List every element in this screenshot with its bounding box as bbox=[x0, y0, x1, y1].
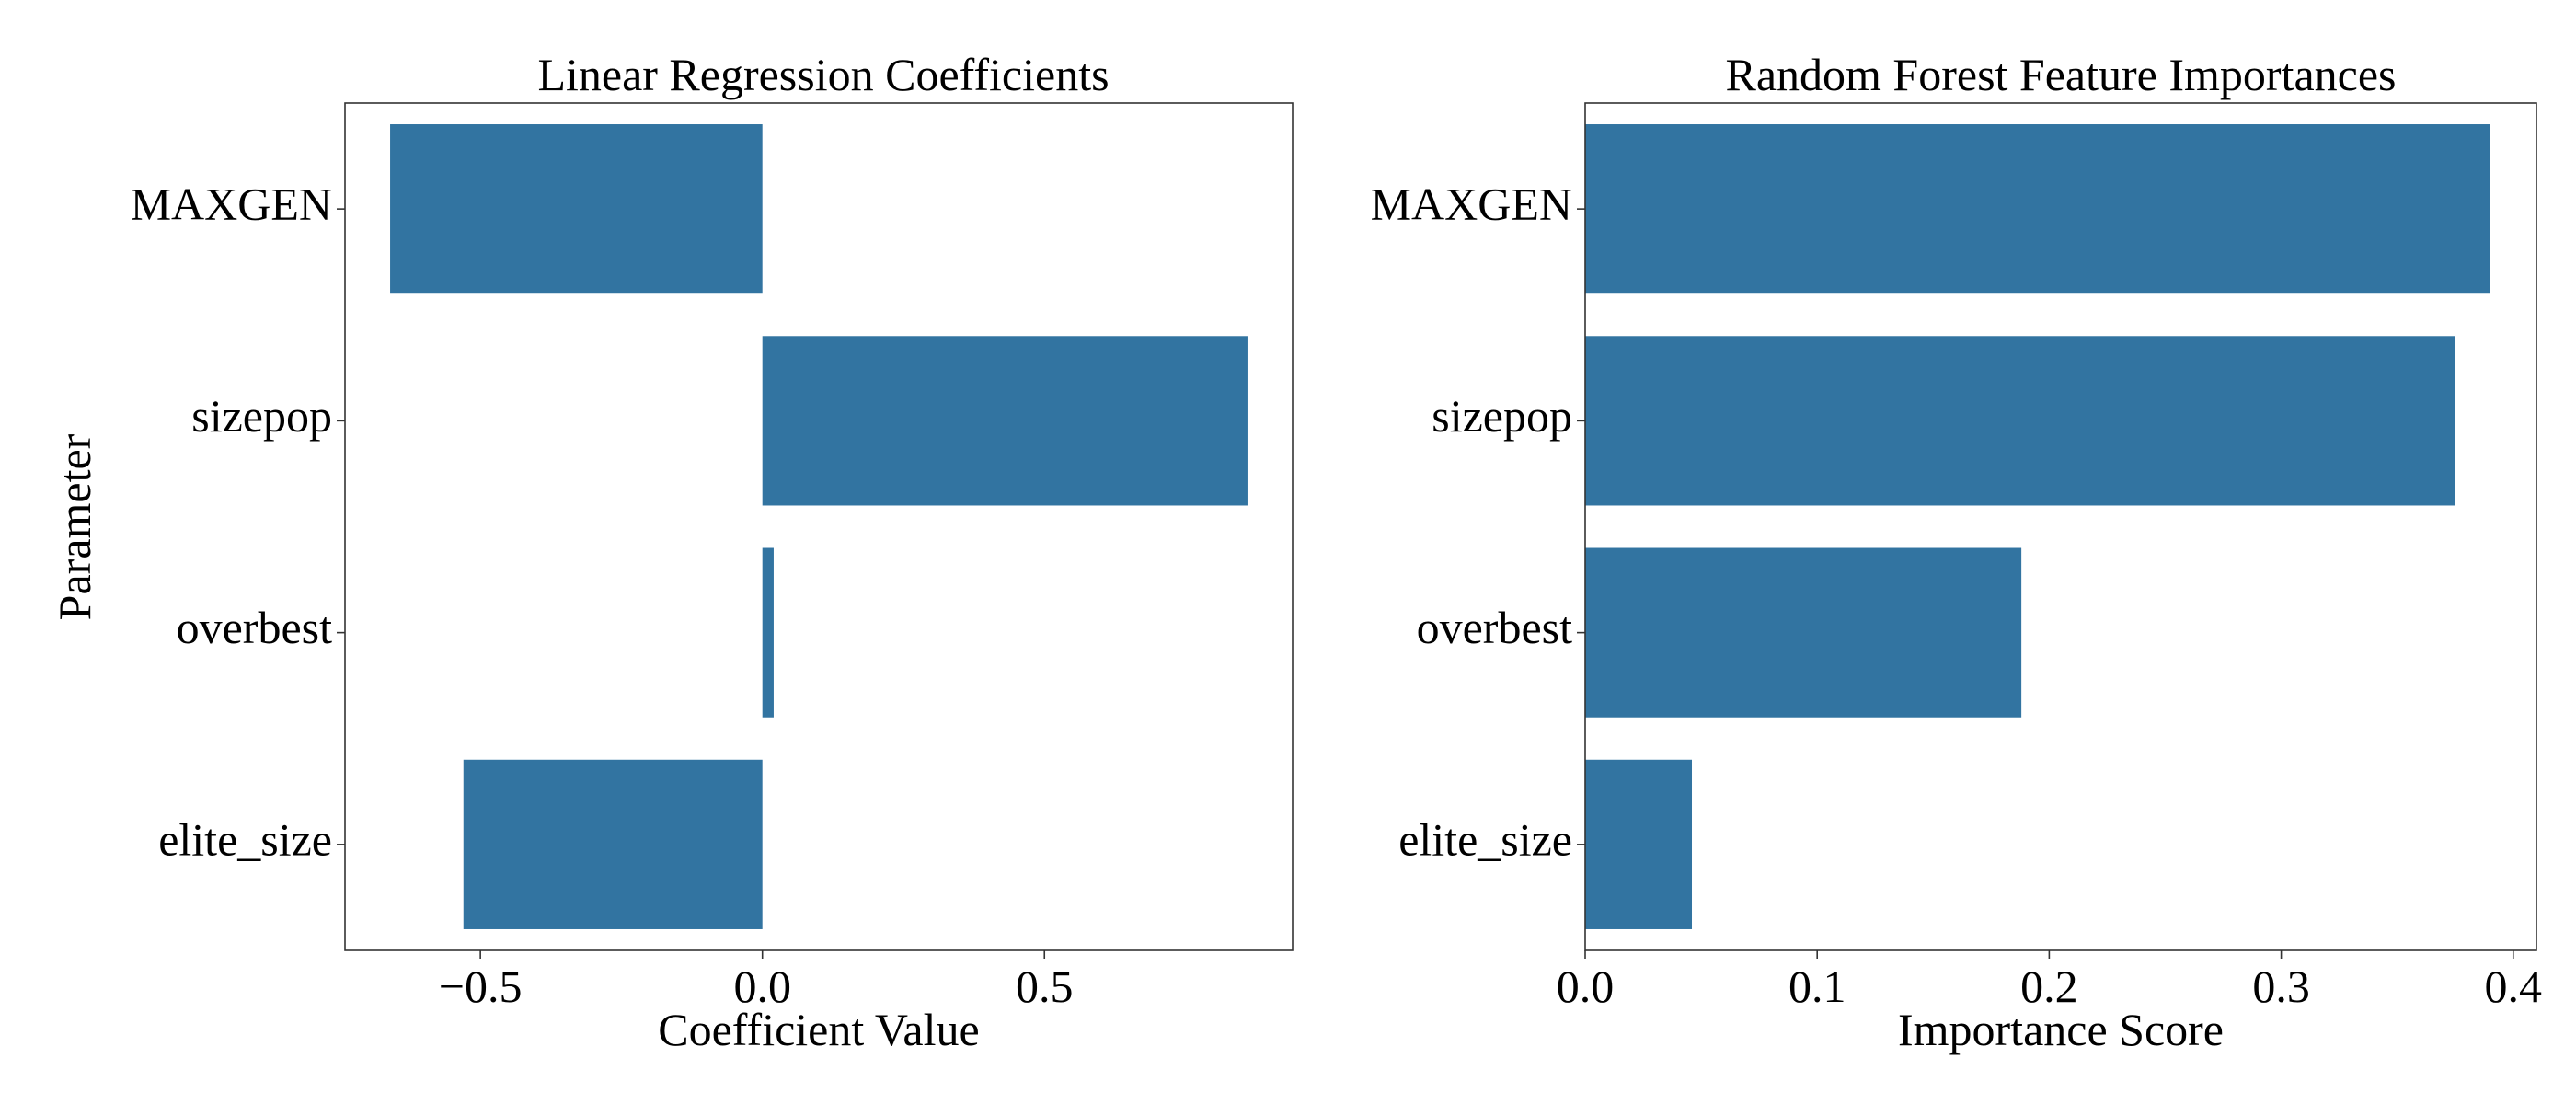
random-forest-chart: Random Forest Feature Importances Import… bbox=[1371, 49, 2542, 1055]
y-tick-label: overbest bbox=[1417, 602, 1572, 653]
bar-maxgen bbox=[1585, 124, 2490, 294]
plot-frame bbox=[1584, 102, 2537, 951]
x-tick-label: 0.3 bbox=[2252, 960, 2310, 1012]
y-tick-label: MAXGEN bbox=[1371, 178, 1572, 230]
y-ticks-group: MAXGEN sizepop overbest elite_size bbox=[131, 178, 345, 865]
x-axis-label: Coefficient Value bbox=[658, 1004, 979, 1055]
y-tick-label: elite_size bbox=[1398, 813, 1572, 865]
plot-frame bbox=[344, 102, 1294, 951]
x-tick-label: 0.0 bbox=[1557, 960, 1615, 1012]
chart-title: Linear Regression Coefficients bbox=[537, 49, 1109, 100]
x-axis-label: Importance Score bbox=[1898, 1004, 2224, 1055]
y-axis-label: Parameter bbox=[49, 433, 100, 620]
y-ticks-group: MAXGEN sizepop overbest elite_size bbox=[1371, 178, 1585, 865]
bars-group bbox=[390, 124, 1248, 929]
bar-elite-size bbox=[1585, 759, 1693, 929]
linear-regression-chart: Linear Regression Coefficients Parameter… bbox=[49, 49, 1294, 1055]
x-ticks-group: −0.5 0.0 0.5 bbox=[439, 950, 1074, 1012]
bar-elite-size bbox=[463, 759, 763, 929]
chart-title: Random Forest Feature Importances bbox=[1726, 49, 2397, 100]
bar-overbest bbox=[1585, 547, 2022, 718]
y-tick-label: MAXGEN bbox=[131, 178, 332, 230]
bars-group bbox=[1585, 124, 2490, 929]
x-tick-label: 0.1 bbox=[1788, 960, 1846, 1012]
y-tick-label: overbest bbox=[177, 602, 332, 653]
bar-sizepop bbox=[1585, 336, 2455, 506]
bar-overbest bbox=[762, 547, 774, 718]
y-tick-label: elite_size bbox=[158, 813, 332, 865]
y-tick-label: sizepop bbox=[1432, 390, 1572, 442]
bar-maxgen bbox=[390, 124, 763, 294]
x-ticks-group: 0.0 0.1 0.2 0.3 0.4 bbox=[1557, 950, 2542, 1012]
y-tick-label: sizepop bbox=[191, 390, 332, 442]
x-tick-label: −0.5 bbox=[439, 960, 523, 1012]
x-tick-label: 0.5 bbox=[1016, 960, 1074, 1012]
x-tick-label: 0.2 bbox=[2020, 960, 2078, 1012]
x-tick-label: 0.0 bbox=[733, 960, 791, 1012]
bar-sizepop bbox=[762, 336, 1248, 506]
x-tick-label: 0.4 bbox=[2485, 960, 2543, 1012]
